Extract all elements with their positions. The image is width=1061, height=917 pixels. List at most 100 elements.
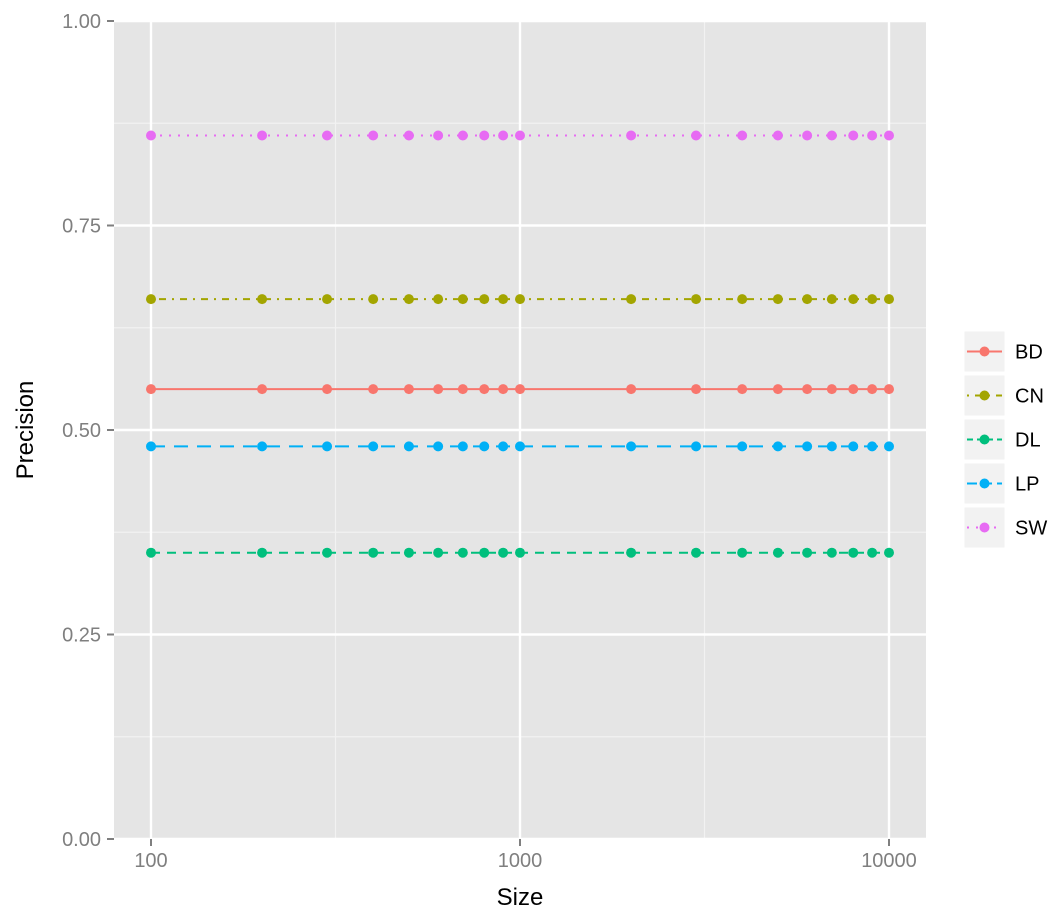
data-point-cn [479, 294, 490, 305]
y-tick-label: 0.25 [62, 625, 101, 647]
series-cn [146, 294, 894, 305]
data-point-lp [403, 441, 414, 452]
data-point-lp [848, 441, 859, 452]
data-point-cn [257, 294, 268, 305]
data-point-cn [867, 294, 878, 305]
x-tick-label: 1000 [498, 850, 543, 872]
y-tick-label: 0.50 [62, 420, 101, 442]
data-point-sw [884, 130, 894, 141]
data-point-dl [626, 547, 637, 558]
data-point-dl [515, 547, 525, 558]
data-point-dl [457, 547, 468, 558]
legend-point [979, 434, 990, 445]
major-gridlines [114, 19, 926, 841]
data-point-bd [257, 384, 268, 395]
data-point-sw [848, 130, 859, 141]
data-point-sw [802, 130, 813, 141]
data-point-dl [433, 547, 444, 558]
data-point-sw [403, 130, 414, 141]
data-point-bd [368, 384, 379, 395]
data-point-lp [433, 441, 444, 452]
series-layer [146, 130, 894, 558]
data-point-bd [403, 384, 414, 395]
y-tick-label: 0.00 [62, 829, 101, 851]
data-point-bd [498, 384, 509, 395]
data-point-dl [802, 547, 813, 558]
series-sw [146, 130, 894, 141]
legend-label: LP [1015, 474, 1039, 496]
legend-point [979, 522, 990, 533]
series-lp [146, 441, 894, 452]
data-point-sw [498, 130, 509, 141]
data-point-dl [691, 547, 702, 558]
data-point-dl [498, 547, 509, 558]
data-point-lp [802, 441, 813, 452]
data-point-bd [433, 384, 444, 395]
data-point-cn [515, 294, 525, 305]
data-point-lp [146, 441, 156, 452]
legend-label: BD [1015, 342, 1043, 364]
data-point-lp [257, 441, 268, 452]
data-point-cn [368, 294, 379, 305]
data-point-dl [772, 547, 783, 558]
legend: BD CN DL LP SW [963, 330, 1047, 549]
x-axis-title: Size [497, 884, 544, 911]
data-point-sw [257, 130, 268, 141]
y-axis-title: Precision [12, 381, 39, 480]
legend-point [979, 346, 990, 357]
data-point-dl [368, 547, 379, 558]
legend-point [979, 478, 990, 489]
data-point-sw [368, 130, 379, 141]
data-point-sw [146, 130, 156, 141]
data-point-sw [515, 130, 525, 141]
data-point-bd [737, 384, 748, 395]
data-point-lp [498, 441, 509, 452]
data-point-cn [146, 294, 156, 305]
legend-label: DL [1015, 430, 1041, 452]
legend-item-lp: LP [963, 462, 1039, 505]
data-point-cn [802, 294, 813, 305]
legend-item-bd: BD [963, 330, 1043, 373]
legend-item-dl: DL [963, 418, 1041, 461]
legend-item-sw: SW [963, 506, 1047, 549]
data-point-cn [403, 294, 414, 305]
data-point-cn [884, 294, 894, 305]
data-point-sw [626, 130, 637, 141]
data-point-sw [867, 130, 878, 141]
data-point-lp [457, 441, 468, 452]
data-point-dl [884, 547, 894, 558]
data-point-bd [848, 384, 859, 395]
data-point-dl [479, 547, 490, 558]
data-point-bd [457, 384, 468, 395]
y-axis: 0.00 0.25 0.50 0.75 1.00 [62, 11, 114, 851]
data-point-cn [772, 294, 783, 305]
data-point-lp [626, 441, 637, 452]
x-tick-label: 100 [134, 850, 167, 872]
data-point-lp [691, 441, 702, 452]
data-point-dl [257, 547, 268, 558]
data-point-dl [322, 547, 333, 558]
data-point-sw [826, 130, 837, 141]
data-point-sw [691, 130, 702, 141]
legend-label: SW [1015, 518, 1047, 540]
data-point-sw [457, 130, 468, 141]
data-point-sw [479, 130, 490, 141]
data-point-bd [802, 384, 813, 395]
data-point-lp [479, 441, 490, 452]
y-tick-label: 0.75 [62, 216, 101, 238]
x-tick-label: 10000 [861, 850, 917, 872]
data-point-bd [626, 384, 637, 395]
x-axis: 100 1000 10000 [134, 839, 917, 872]
data-point-lp [515, 441, 525, 452]
data-point-cn [826, 294, 837, 305]
series-bd [146, 384, 894, 395]
data-point-dl [737, 547, 748, 558]
data-point-lp [737, 441, 748, 452]
data-point-dl [146, 547, 156, 558]
data-point-lp [884, 441, 894, 452]
data-point-bd [515, 384, 525, 395]
data-point-bd [826, 384, 837, 395]
data-point-bd [479, 384, 490, 395]
series-dl [146, 547, 894, 558]
data-point-dl [403, 547, 414, 558]
